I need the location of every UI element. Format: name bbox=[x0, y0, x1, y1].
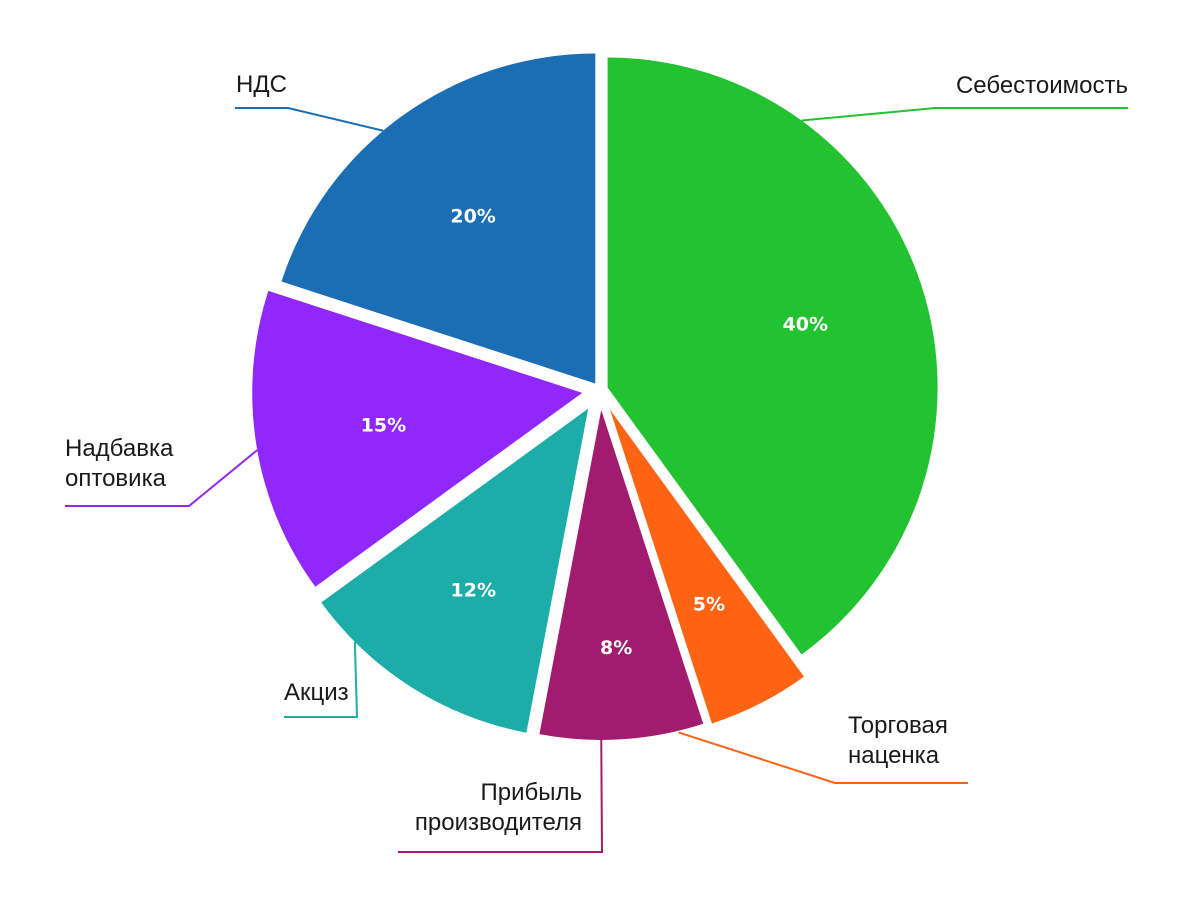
slice-category-label: производителя bbox=[415, 809, 582, 836]
pie-slice bbox=[539, 409, 704, 740]
slice-category-label: оптовика bbox=[65, 465, 167, 492]
callout-line bbox=[65, 449, 258, 507]
pie-slice bbox=[607, 57, 938, 655]
slice-value-label: 8% bbox=[600, 637, 632, 659]
callout-line bbox=[284, 641, 359, 718]
slice-value-label: 15% bbox=[361, 414, 406, 436]
slice-category-label: наценка bbox=[848, 742, 940, 769]
callout-line bbox=[801, 107, 1128, 122]
pie-slice-group: 40% Себестоимость bbox=[607, 57, 1128, 655]
pie-slice-group: 5% Торговая наценка bbox=[609, 409, 968, 784]
slice-category-label: Себестоимость bbox=[956, 72, 1128, 99]
slice-category-label: Акциз bbox=[284, 679, 349, 706]
slice-category-label: Надбавка bbox=[65, 435, 174, 462]
slice-value-label: 20% bbox=[450, 205, 495, 227]
pie-slice bbox=[609, 409, 804, 724]
slice-category-label: Прибыль bbox=[480, 779, 582, 806]
pie-slice bbox=[321, 408, 589, 733]
slice-value-label: 12% bbox=[451, 580, 496, 602]
pie-slice bbox=[252, 290, 583, 587]
pie-slice-group: 20% НДС bbox=[235, 53, 596, 384]
slice-category-label: Торговая bbox=[848, 712, 948, 739]
slice-value-label: 5% bbox=[693, 594, 725, 616]
callout-line bbox=[398, 739, 604, 853]
pie-slice-group: 15% Надбавка оптовика bbox=[65, 290, 583, 587]
callout-line bbox=[678, 731, 968, 784]
slice-category-label: НДС bbox=[236, 71, 287, 98]
slice-value-label: 40% bbox=[783, 313, 828, 335]
pie-slice bbox=[281, 53, 596, 384]
pie-slice-group: 8% Прибыль производителя bbox=[398, 409, 704, 853]
pie-slice-group: 12% Акциз bbox=[284, 408, 589, 733]
callout-line bbox=[235, 107, 384, 132]
